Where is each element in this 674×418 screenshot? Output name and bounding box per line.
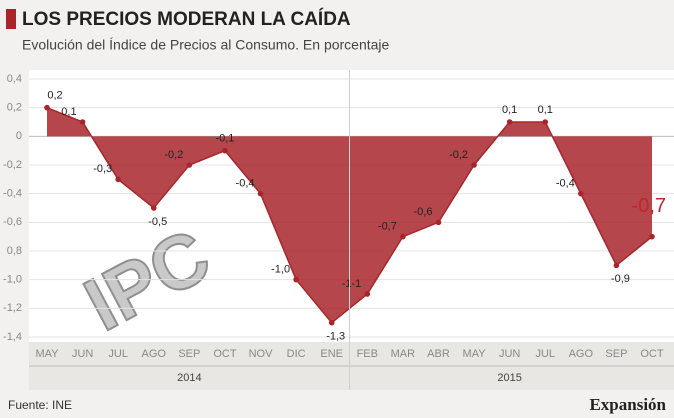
point (542, 119, 549, 125)
chart-subtitle: Evolución del Índice de Precios al Consu… (22, 37, 390, 53)
x-tick-label: OCT (213, 348, 237, 360)
point (222, 147, 228, 154)
x-tick-label: MAR (391, 348, 416, 360)
x-tick-label: ABR (427, 348, 450, 360)
y-tick-label: -0,6 (3, 216, 22, 228)
value-label: -0,7 (378, 221, 397, 233)
point (115, 176, 121, 183)
year-label: 2014 (177, 372, 201, 384)
value-label: -0,9 (611, 273, 630, 285)
x-tick-label: SEP (178, 348, 200, 360)
x-tick-label: JUN (72, 348, 93, 360)
value-label: -0,5 (148, 216, 167, 228)
x-tick-label: JUL (535, 348, 555, 360)
y-tick-label: -0,4 (3, 188, 22, 200)
y-tick-label: 0,2 (7, 102, 22, 114)
x-tick-label: NOV (249, 348, 274, 360)
point (649, 233, 655, 240)
value-label: -0,4 (556, 178, 575, 190)
value-label: -1,3 (326, 331, 345, 343)
value-label: 0,2 (47, 90, 62, 102)
y-tick-label: 0 (16, 130, 22, 142)
point (79, 119, 86, 125)
x-tick-label: ENE (320, 348, 343, 360)
x-tick-label: MAY (35, 348, 59, 360)
point (613, 262, 620, 269)
point (435, 219, 442, 226)
brand: Expansión (589, 395, 666, 414)
value-label: -0,4 (236, 178, 255, 190)
value-label: -0,6 (414, 206, 433, 218)
x-tick-label: DIC (287, 348, 306, 360)
title-marker (6, 9, 16, 29)
value-label: 0,1 (61, 106, 76, 118)
source: Fuente: INE (8, 398, 72, 412)
x-tick-label: SEP (605, 348, 627, 360)
year-label: 2015 (497, 372, 521, 384)
value-label: -0,2 (164, 149, 183, 161)
point (364, 291, 371, 297)
point (150, 205, 157, 211)
value-label: 0,1 (538, 104, 553, 116)
x-tick-label: JUN (499, 348, 520, 360)
x-tick-label: MAY (463, 348, 487, 360)
y-tick-label: -1,2 (3, 302, 22, 314)
point (578, 190, 584, 197)
value-label: -1-1 (342, 278, 362, 290)
value-label: -0,1 (215, 133, 234, 145)
value-label: -0,7 (632, 195, 666, 217)
x-tick-label: OCT (640, 348, 664, 360)
point (471, 162, 477, 168)
x-tick-label: AGO (142, 348, 167, 360)
y-tick-label: 0,8 (7, 245, 22, 257)
point (186, 162, 193, 168)
y-tick-label: 0,4 (7, 73, 22, 85)
point (328, 319, 335, 326)
x-tick-label: FEB (357, 348, 378, 360)
y-tick-label: -1,0 (3, 274, 22, 286)
y-tick-label: -0,2 (3, 159, 22, 171)
value-label: 0,1 (502, 104, 517, 116)
x-tick-label: AGO (569, 348, 594, 360)
x-tick-label: JUL (108, 348, 128, 360)
point (400, 233, 406, 240)
value-label: -0,3 (93, 163, 112, 175)
value-label: -1,0 (271, 264, 290, 276)
point (293, 276, 299, 283)
point (506, 119, 513, 125)
chart-title: LOS PRECIOS MODERAN LA CAÍDA (22, 8, 351, 30)
y-tick-label: -1,4 (3, 331, 22, 343)
value-label: -0,2 (449, 149, 468, 161)
point (44, 104, 50, 111)
point (257, 190, 264, 197)
